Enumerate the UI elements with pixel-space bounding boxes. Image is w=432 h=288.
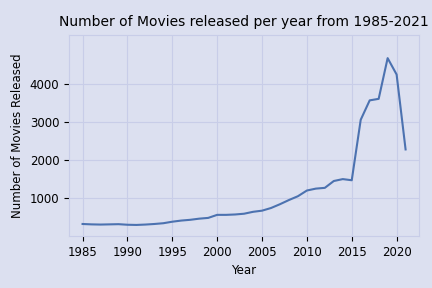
Title: Number of Movies released per year from 1985-2021: Number of Movies released per year from … — [59, 15, 429, 29]
Y-axis label: Number of Movies Released: Number of Movies Released — [11, 53, 24, 218]
X-axis label: Year: Year — [232, 264, 257, 277]
